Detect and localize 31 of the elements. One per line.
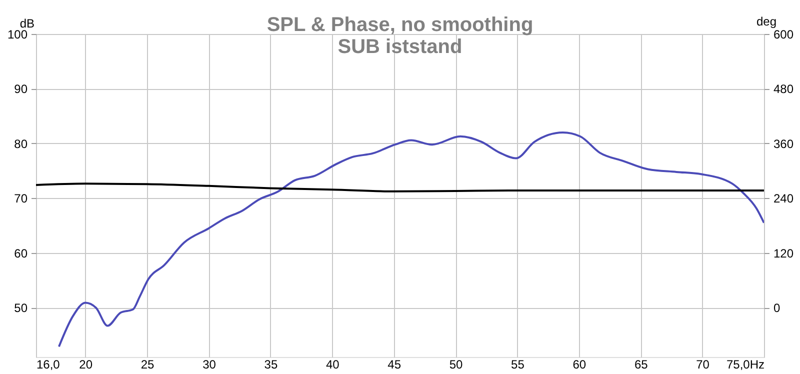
chart-subtitle: SUB iststand [338,36,462,58]
x-tick-label: 35 [264,358,278,372]
x-tick-label: 75,0Hz [726,358,764,372]
y2-tick-label: 240 [774,192,794,206]
y-tick-label: 90 [14,82,28,96]
y2-axis-title: deg [756,14,777,28]
y2-tick-label: 360 [774,136,794,151]
y2-tick-label: 480 [774,82,794,96]
y-tick-label: 70 [14,192,28,206]
x-tick-label: 40 [326,358,340,372]
y-tick-label: 60 [14,246,28,260]
x-tick-label: 50 [449,358,464,372]
x-tick-label: 16,0 [36,358,60,372]
x-tick-label: 20 [79,358,93,372]
y2-tick-label: 120 [774,246,794,260]
x-tick-label: 60 [572,358,586,372]
y-tick-label: 100 [7,28,28,42]
y2-tick-label: 600 [774,28,794,42]
y2-tick-label: 0 [774,301,780,316]
x-tick-label: 30 [202,358,216,372]
y-axis-title: dB [20,16,34,30]
line-series [36,182,764,192]
line-series [58,132,764,348]
x-tick-label: 70 [696,358,710,372]
x-tick-label: 55 [511,358,525,372]
x-tick-label: 65 [634,358,648,372]
y-tick-label: 50 [14,301,28,316]
y-tick-label: 80 [14,136,28,151]
chart-title: SPL & Phase, no smoothing [266,14,534,36]
x-tick-label: 25 [140,358,155,372]
x-tick-label: 45 [388,358,402,372]
